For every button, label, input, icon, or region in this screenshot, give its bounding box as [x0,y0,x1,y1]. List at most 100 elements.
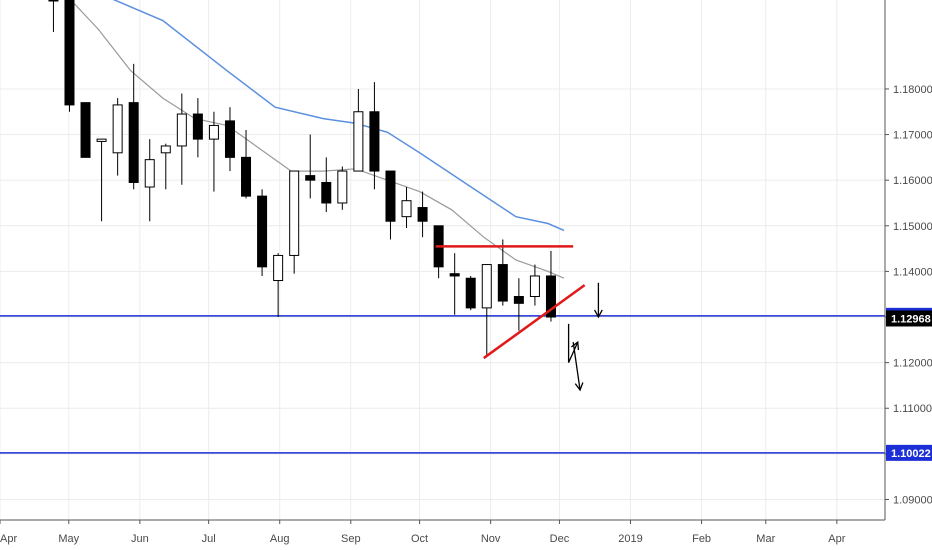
price-tick-label: 1.14000 [893,266,932,278]
candle-body-bull [144,159,155,188]
candle[interactable] [369,82,380,190]
candle[interactable] [289,170,300,274]
candle[interactable] [529,264,540,306]
candle[interactable] [273,253,284,318]
candle-body-bear [48,0,59,2]
last-price-tag-bg [886,310,932,327]
candle[interactable] [417,191,428,238]
candle-body-bear [305,175,316,181]
level-price-tag-bg [886,444,932,461]
candle-body-bear [513,295,524,304]
candle-body-bull [289,170,300,256]
candle[interactable] [305,134,316,199]
candle[interactable] [385,170,396,240]
candle[interactable] [401,187,412,229]
candle-body-bear [497,264,508,302]
price-tick-label: 1.09000 [893,494,932,506]
candle[interactable] [241,130,252,199]
price-tick-label: 1.12000 [893,358,932,370]
candle-body-bull [481,264,492,309]
time-tick-label: Dec [550,533,570,545]
arrow-head [574,382,584,392]
candle[interactable] [192,98,203,158]
candle-body-bull [160,145,171,154]
time-tick-label: Feb [692,533,711,545]
arrow-head [594,309,603,319]
last-price-tag: 1.12968 [886,310,932,327]
candle-body-bull [353,111,364,172]
candle[interactable] [96,138,107,222]
candle[interactable] [321,157,332,213]
time-tick-label: May [58,533,79,545]
candle-body-bear [465,277,476,309]
time-axis[interactable]: Apr May Jun Jul Aug Sep Oct Nov Dec 2019 Feb Mar Apr [0,519,932,550]
time-tick-label: Apr [828,533,845,545]
level-price-tag: 1.10022 [886,444,932,461]
candle[interactable] [353,88,364,172]
time-tick-label: Mar [756,533,775,545]
candle-body-bull [337,170,348,204]
time-tick-label: Nov [481,533,501,545]
candle[interactable] [160,143,171,190]
price-tick-label: 1.16000 [893,175,932,187]
candle-body-bear [241,156,252,197]
price-tick-label: 1.17000 [893,130,932,142]
candle[interactable] [481,264,492,356]
candle-body-bull [112,104,123,154]
candle-body-bull [529,275,540,297]
time-axis-background [0,520,932,550]
candle[interactable] [144,139,155,222]
candle[interactable] [112,98,123,176]
time-tick-label: Jul [202,533,216,545]
drawings[interactable] [435,245,603,392]
candle-body-bear [257,195,268,268]
arrow-drawing[interactable] [572,342,584,392]
time-tick-label: Aug [270,533,290,545]
time-tick-label: Sep [341,533,361,545]
price-tick-label: 1.15000 [893,221,932,233]
arrow-shaft [572,342,581,391]
candle[interactable] [257,189,268,276]
candle-body-bull [208,124,219,140]
candle-body-bear [321,181,332,204]
candle[interactable] [48,0,59,32]
candle-body-bull [273,254,284,282]
candle[interactable] [449,253,460,315]
candle-body-bull [176,113,187,147]
time-tick-label: Oct [411,533,428,545]
time-tick-label: Jun [131,533,149,545]
candle[interactable] [224,107,235,172]
candle[interactable] [176,93,187,185]
candle-body-bear [369,111,380,172]
candle[interactable] [513,278,524,331]
candle-body-bear [224,120,235,158]
candle-body-bear [64,0,75,106]
time-tick-label: Apr [0,533,17,545]
price-tick-label: 1.18000 [893,84,932,96]
candle-body-bear [449,273,460,277]
ma-fast-line [69,0,565,279]
candle[interactable] [128,63,139,190]
arrow-drawing[interactable] [594,282,603,319]
candle-body-bear [385,170,396,222]
candle[interactable] [465,275,476,311]
price-axis[interactable]: 1.090001.100001.110001.120001.130001.140… [884,0,932,520]
price-axis-background [885,0,932,520]
price-tick-label: 1.11000 [893,403,932,415]
last-price-tag-text: 1.12968 [891,313,931,325]
candle-body-bear [545,275,556,318]
candle[interactable] [64,0,75,112]
candle[interactable] [208,111,219,192]
candle-body-bear [417,207,428,222]
candle-body-bull [96,138,107,142]
candle[interactable] [337,166,348,210]
horizontal-levels[interactable] [0,315,885,454]
candle-body-bear [80,102,91,158]
level-price-tag-text: 1.10022 [891,448,931,460]
time-tick-label: 2019 [618,533,642,545]
candle[interactable] [497,239,508,306]
support-trendline[interactable] [483,284,586,360]
candle[interactable] [80,102,91,158]
